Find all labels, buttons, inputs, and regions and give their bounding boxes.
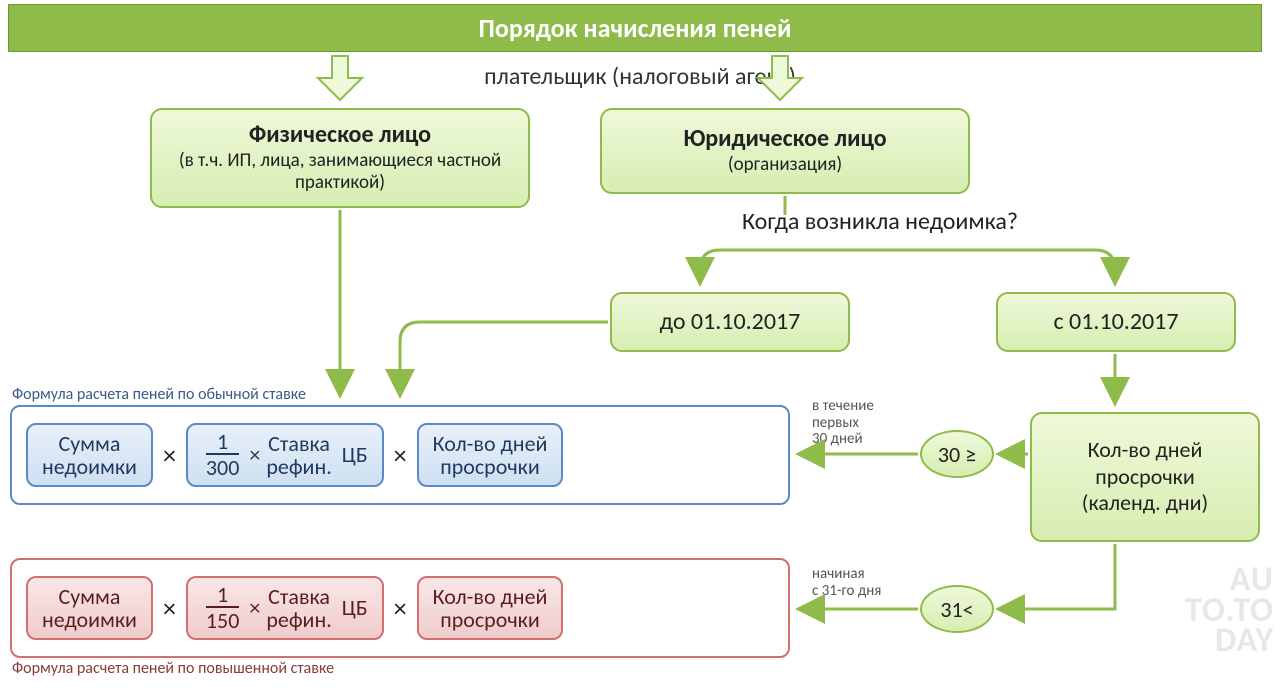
- fbox-days-red: Кол-во дней просрочки: [417, 576, 564, 640]
- times-icon: ×: [392, 439, 409, 471]
- box-days: Кол-во дней просрочки (календ. дни): [1030, 412, 1260, 542]
- times-icon: ×: [392, 592, 409, 624]
- box-date-after: с 01.10.2017: [996, 292, 1236, 352]
- days-l1: Кол-во дней: [1088, 437, 1203, 463]
- box-legal: Юридическое лицо (организация): [600, 108, 970, 194]
- fraction-300: 1 300: [206, 431, 239, 479]
- individual-sub: (в т.ч. ИП, лица, занимающиеся частной п…: [162, 150, 518, 196]
- formula-frame-regular: Формула расчета пеней по обычной ставке …: [10, 405, 790, 505]
- times-icon: ×: [161, 439, 178, 471]
- legal-sub: (организация): [728, 154, 842, 177]
- pill-30: 30 ≥: [920, 430, 994, 478]
- fbox-days-blue: Кол-во дней просрочки: [417, 423, 564, 487]
- note-from31: начиная с 31-го дня: [812, 566, 881, 599]
- fbox-rate-blue: 1 300 × Ставка рефин. ЦБ: [186, 423, 384, 487]
- question-text: Когда возникла недоимка?: [700, 208, 1060, 236]
- label-regular: Формула расчета пеней по обычной ставке: [12, 385, 306, 404]
- formula-frame-elevated: Формула расчета пеней по повышенной став…: [10, 558, 790, 658]
- header-bar: Порядок начисления пеней: [8, 4, 1262, 52]
- date-after: с 01.10.2017: [1053, 308, 1178, 337]
- box-individual: Физическое лицо (в т.ч. ИП, лица, занима…: [150, 108, 530, 208]
- formula-row-regular: Сумма недоимки × 1 300 × Ставка рефин. Ц…: [12, 407, 788, 503]
- fbox-rate-red: 1 150 × Ставка рефин. ЦБ: [186, 576, 384, 640]
- times-icon: ×: [161, 592, 178, 624]
- label-elevated: Формула расчета пеней по повышенной став…: [12, 659, 334, 678]
- subtitle: плательщик (налоговый агент): [0, 62, 1280, 91]
- formula-row-elevated: Сумма недоимки × 1 150 × Ставка рефин. Ц…: [12, 560, 788, 656]
- box-date-before: до 01.10.2017: [610, 292, 850, 352]
- legal-title: Юридическое лицо: [683, 125, 886, 154]
- header-title: Порядок начисления пеней: [479, 12, 792, 44]
- fbox-sum-blue: Сумма недоимки: [26, 423, 153, 487]
- pill-31: 31<: [920, 585, 994, 633]
- days-l3: (календ. дни): [1082, 490, 1208, 516]
- individual-title: Физическое лицо: [249, 121, 431, 150]
- days-l2: просрочки: [1095, 464, 1194, 490]
- fbox-sum-red: Сумма недоимки: [26, 576, 153, 640]
- fraction-150: 1 150: [206, 584, 239, 632]
- note-first30: в течение первых 30 дней: [812, 398, 874, 448]
- watermark: AU TO.TO DAY: [1185, 565, 1274, 657]
- date-before: до 01.10.2017: [660, 308, 801, 337]
